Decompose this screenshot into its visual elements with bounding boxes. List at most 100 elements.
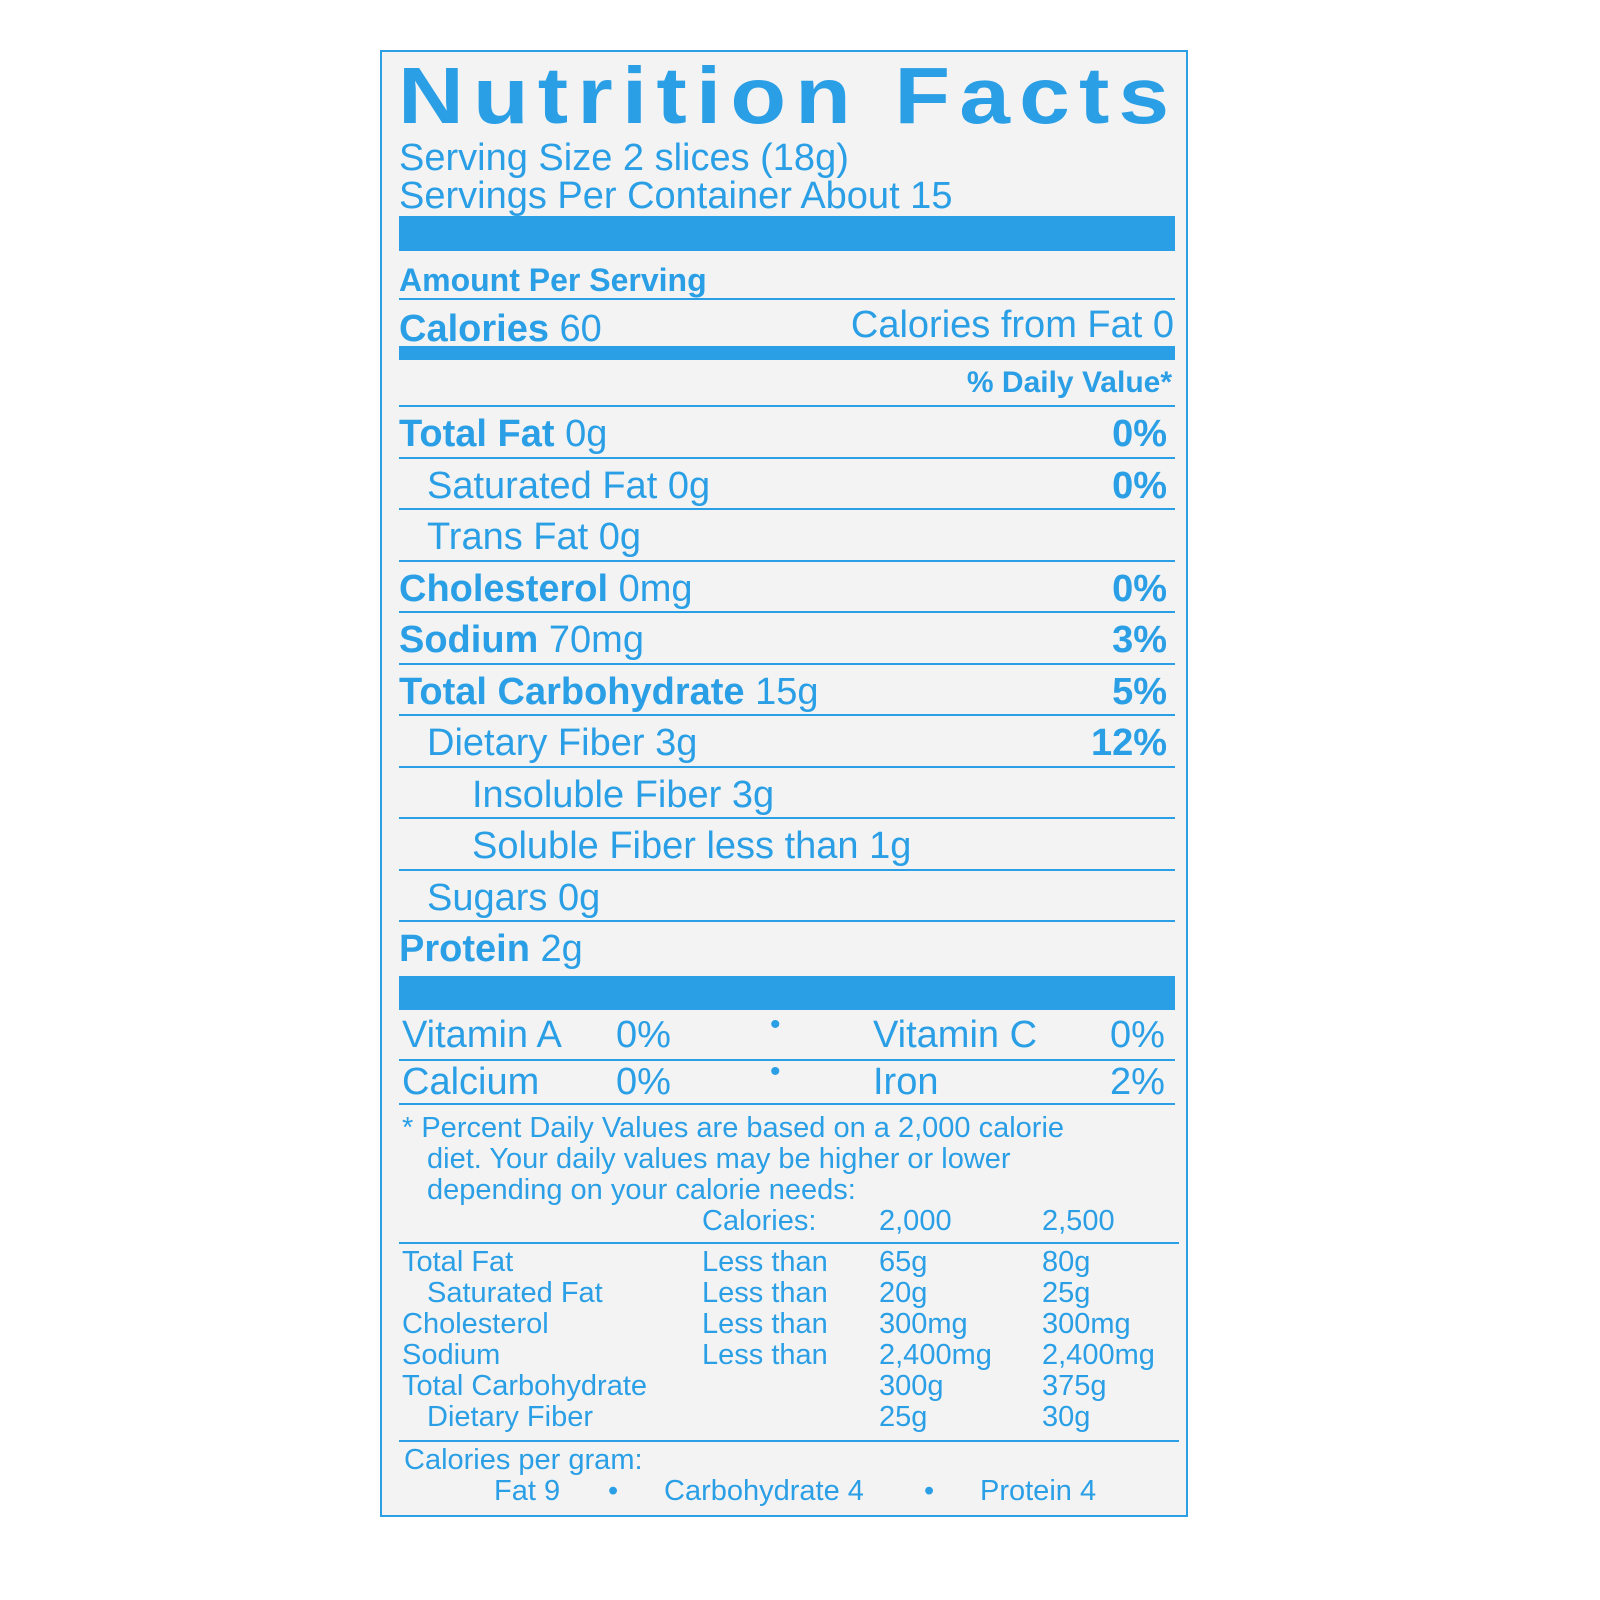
ref-table-cell: Dietary Fiber — [427, 1401, 593, 1433]
ref-table-cell: 300mg — [1042, 1308, 1131, 1340]
bullet: • — [770, 1008, 781, 1041]
nutrient-daily-value: 12% — [1090, 722, 1167, 764]
nutrient-name: Dietary Fiber — [427, 722, 645, 764]
vitamin-name: Vitamin A — [402, 1014, 562, 1056]
nutrient-name: Protein — [399, 928, 530, 970]
ref-table-cell: Less than — [702, 1277, 828, 1309]
footnote-line: * Percent Daily Values are based on a 2,… — [402, 1112, 1065, 1144]
nutrient-amount: 70mg — [548, 619, 644, 661]
ref-table-cell: 2,400mg — [879, 1339, 992, 1371]
nutrient-daily-value: 0% — [1112, 464, 1167, 507]
calories-line: Calories 60 — [399, 310, 602, 348]
nutrient-daily-value: 3% — [1112, 619, 1167, 661]
ref-table-cell: Less than — [702, 1246, 828, 1278]
medium-divider — [399, 346, 1175, 360]
divider — [399, 868, 1175, 871]
divider — [399, 405, 1175, 407]
nutrient-row: Sugars 0g — [399, 876, 1167, 920]
divider — [399, 817, 1175, 819]
nutrient-amount: 0mg — [618, 567, 693, 610]
label-title: Nutrition Facts — [398, 51, 1179, 140]
thick-divider — [399, 976, 1175, 1010]
vitamin-daily-value: 0% — [616, 1061, 671, 1103]
divider — [399, 298, 1175, 300]
nutrient-amount: 0g — [565, 413, 608, 455]
nutrient-name: Insoluble Fiber — [472, 773, 722, 816]
bullet: • — [608, 1475, 619, 1507]
ref-table-cell: Total Carbohydrate — [402, 1370, 648, 1402]
ref-table-cell: 25g — [1042, 1277, 1091, 1309]
ref-table-cell: Less than — [702, 1339, 828, 1371]
nutrient-row: Trans Fat 0g — [399, 515, 1167, 559]
nutrient-name: Total Carbohydrate — [399, 670, 745, 713]
calories-from-fat: Calories from Fat 0 — [850, 304, 1174, 346]
ref-table-cell: Saturated Fat — [427, 1277, 603, 1309]
nutrient-amount: 0g — [667, 464, 711, 507]
nutrient-label: Sugars 0g — [427, 876, 600, 920]
ref-table-cell: 30g — [1042, 1401, 1091, 1433]
daily-value-header: % Daily Value* — [966, 366, 1172, 399]
nutrient-row: Saturated Fat 0g 0% — [399, 464, 1167, 508]
vitamin-name: Vitamin C — [873, 1014, 1038, 1056]
divider — [399, 662, 1175, 665]
vitamin-name: Calcium — [402, 1061, 540, 1103]
nutrient-amount: 0g — [598, 516, 642, 558]
divider — [399, 765, 1175, 768]
nutrient-label: Cholesterol 0mg — [399, 567, 693, 611]
nutrient-name: Cholesterol — [399, 567, 609, 610]
bullet: • — [924, 1475, 935, 1507]
nutrient-label: Soluble Fiber less than 1g — [472, 824, 911, 868]
ref-header-cell: 2,000 — [879, 1205, 952, 1237]
ref-table-cell: 25g — [879, 1401, 928, 1433]
divider — [399, 559, 1175, 562]
calories-per-gram-label: Calories per gram: — [404, 1444, 643, 1476]
nutrient-name: Trans Fat — [427, 516, 589, 558]
nutrient-daily-value: 5% — [1112, 670, 1167, 713]
nutrient-row: Protein 2g — [399, 927, 1167, 971]
nutrient-row: Sodium 70mg 3% — [399, 618, 1167, 662]
ref-table-cell: 375g — [1042, 1370, 1107, 1402]
nutrient-daily-value: 0% — [1112, 567, 1167, 610]
nutrient-row: Cholesterol 0mg 0% — [399, 567, 1167, 611]
divider — [399, 714, 1175, 716]
vitamin-daily-value: 2% — [1110, 1061, 1165, 1103]
vitamin-name: Iron — [873, 1061, 939, 1103]
serving-size: Serving Size 2 slices (18g) — [399, 137, 849, 179]
nutrient-name: Total Fat — [399, 413, 555, 455]
divider — [399, 1440, 1179, 1442]
ref-header-cell: 2,500 — [1042, 1205, 1115, 1237]
cpg-fat: Fat 9 — [494, 1475, 561, 1507]
vitamin-daily-value: 0% — [616, 1014, 671, 1056]
nutrient-amount: 2g — [540, 928, 583, 970]
calories-value: 60 — [559, 308, 602, 350]
ref-table-cell: 2,400mg — [1042, 1339, 1155, 1371]
nutrient-row: Soluble Fiber less than 1g — [399, 824, 1167, 868]
ref-table-cell: 65g — [879, 1246, 928, 1278]
nutrient-row: Dietary Fiber 3g 12% — [399, 721, 1167, 765]
divider — [399, 1059, 1175, 1061]
nutrient-amount: 15g — [755, 670, 819, 713]
nutrient-row: Total Fat 0g 0% — [399, 412, 1167, 456]
servings-per-container: Servings Per Container About 15 — [399, 175, 953, 217]
nutrient-row: Total Carbohydrate 15g 5% — [399, 670, 1167, 714]
nutrient-label: Dietary Fiber 3g — [427, 721, 697, 765]
nutrient-amount: 0g — [557, 876, 601, 919]
ref-table-cell: Total Fat — [402, 1246, 514, 1278]
nutrient-label: Insoluble Fiber 3g — [472, 773, 774, 817]
nutrient-label: Total Fat 0g — [399, 412, 607, 456]
amount-per-serving: Amount Per Serving — [399, 262, 707, 298]
nutrient-amount: 3g — [731, 773, 775, 816]
divider — [399, 456, 1175, 459]
divider — [399, 1242, 1179, 1244]
ref-table-cell: 300g — [879, 1370, 944, 1402]
nutrient-amount: less than 1g — [706, 825, 912, 867]
nutrient-label: Sodium 70mg — [399, 618, 644, 662]
thick-divider — [399, 216, 1175, 251]
nutrient-label: Trans Fat 0g — [427, 515, 641, 559]
nutrient-label: Saturated Fat 0g — [427, 464, 710, 508]
divider — [399, 508, 1175, 510]
ref-table-cell: Less than — [702, 1308, 828, 1340]
calories-label: Calories — [399, 308, 549, 350]
nutrient-name: Sodium — [399, 619, 539, 661]
divider — [399, 611, 1175, 613]
